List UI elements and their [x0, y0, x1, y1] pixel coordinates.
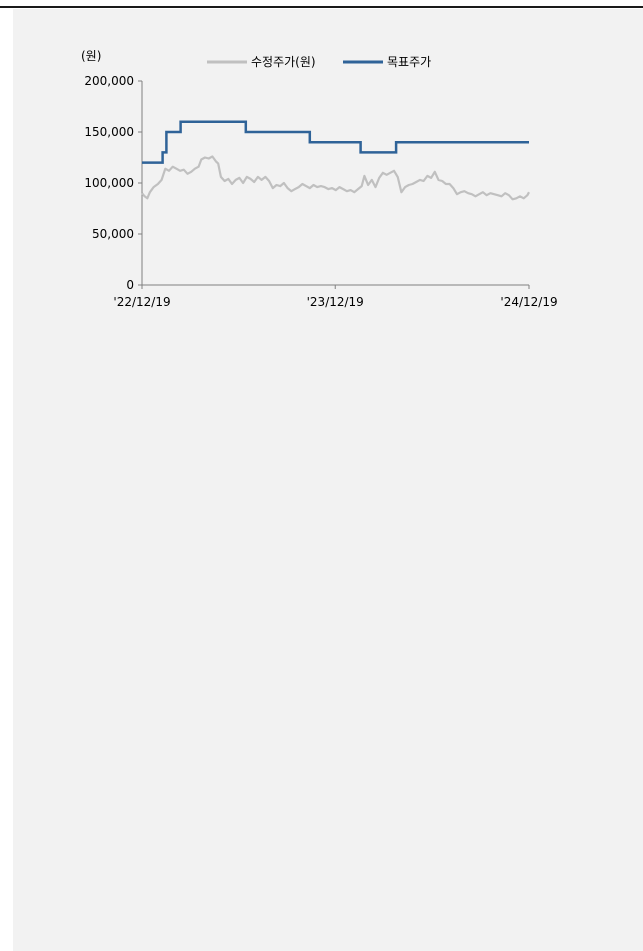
legend-label-1: 목표주가	[387, 55, 431, 69]
chart-axes: 0 50,000 100,000 150,000 200,000 '22/12/19 '23…	[84, 74, 557, 309]
y-tick-label: 50,000	[92, 227, 134, 241]
legend-label-0: 수정주가(원)	[251, 55, 316, 69]
x-tick-label: '23/12/19	[307, 295, 364, 309]
background-panel	[13, 9, 643, 951]
chart-series	[141, 120, 530, 201]
y-tick-label: 150,000	[84, 125, 134, 139]
top-divider	[0, 6, 643, 8]
y-tick-label: 0	[126, 278, 134, 292]
x-tick-label: '22/12/19	[113, 295, 170, 309]
series-line-0	[141, 155, 530, 201]
price-target-chart: 0 50,000 100,000 150,000 200,000 '22/12/19 '23…	[81, 49, 558, 309]
y-tick-label: 200,000	[84, 74, 134, 88]
chart-legend: 수정주가(원) 목표주가	[207, 55, 431, 69]
y-tick-label: 100,000	[84, 176, 134, 190]
y-unit-label: (원)	[81, 49, 101, 63]
series-line-1	[142, 120, 529, 164]
x-tick-label: '24/12/19	[500, 295, 557, 309]
